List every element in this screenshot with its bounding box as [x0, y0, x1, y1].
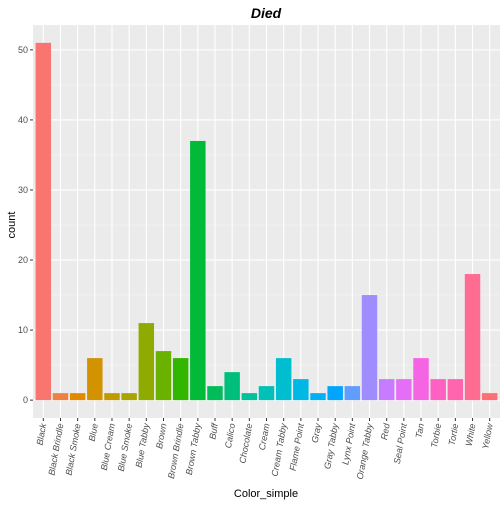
bar [241, 393, 258, 401]
bar [104, 393, 120, 401]
bar [344, 386, 361, 401]
y-axis: 0 10 20 30 40 50 [18, 45, 33, 405]
x-tick-label: White [464, 423, 478, 447]
x-tick-label: Brown [154, 423, 168, 450]
bar [35, 42, 52, 401]
x-tick-label: Chocolate [237, 423, 254, 465]
bar [69, 393, 86, 401]
major-gridlines [33, 25, 500, 418]
bar [464, 274, 481, 401]
x-tick-label: Cream [257, 422, 272, 451]
bar [121, 393, 137, 401]
x-axis-label: Color_simple [234, 488, 298, 500]
x-tick-label: Lynx Point [340, 422, 357, 465]
bar [190, 140, 206, 401]
x-tick-label: Red [379, 422, 392, 441]
bar [224, 372, 240, 401]
x-tick-label: Black [35, 422, 49, 446]
bar [396, 379, 412, 401]
bar [275, 358, 292, 401]
bar [430, 379, 446, 401]
x-tick-label: Blue [87, 423, 100, 442]
x-tick-label: Blue Smoke [116, 423, 134, 473]
bar [361, 295, 378, 401]
x-tick-label: Torbie [429, 423, 443, 449]
x-tick-label: Calico [223, 423, 237, 449]
bar [378, 379, 395, 401]
x-tick-label: Black Brindle [46, 423, 65, 476]
y-tick-label: 0 [23, 395, 28, 405]
bar [447, 379, 464, 401]
bar [138, 323, 155, 401]
bar [155, 351, 172, 401]
y-tick-label: 50 [18, 45, 28, 55]
x-tick-label: Brown Tabby [184, 422, 203, 476]
y-tick-label: 30 [18, 185, 28, 195]
bar [207, 386, 223, 401]
x-tick-label: Cream Tabby [269, 422, 288, 477]
x-tick-label: Black Smoke [64, 423, 83, 476]
bar [87, 358, 103, 401]
x-tick-label: Gray [310, 422, 323, 443]
y-tick-label: 10 [18, 325, 28, 335]
bar [481, 393, 498, 401]
x-tick-label: Buff [207, 421, 220, 440]
bar [293, 379, 309, 401]
bar [413, 358, 429, 401]
x-tick-label: Blue Tabby [134, 422, 152, 468]
bars [35, 42, 498, 401]
x-tick-label: Flame Point [288, 422, 306, 472]
bar [258, 386, 275, 401]
x-tick-label: Yellow [480, 422, 494, 450]
x-tick-label: Tan [414, 423, 426, 439]
bar [327, 386, 343, 401]
x-tick-label: Seal Point [392, 422, 409, 465]
x-tick-label: Tortie [447, 423, 461, 447]
y-tick-label: 20 [18, 255, 28, 265]
x-tick-label: Gray Tabby [322, 422, 340, 470]
bar [310, 393, 326, 401]
x-tick-label: Blue Cream [99, 422, 117, 471]
y-axis-label: count [6, 212, 18, 239]
x-tick-label: Brown Brindle [166, 423, 186, 480]
x-tick-label: Orange Tabby [355, 422, 375, 480]
bar [172, 358, 189, 401]
chart-title: Died [251, 5, 282, 21]
bar [52, 393, 69, 401]
y-tick-label: 40 [18, 115, 28, 125]
